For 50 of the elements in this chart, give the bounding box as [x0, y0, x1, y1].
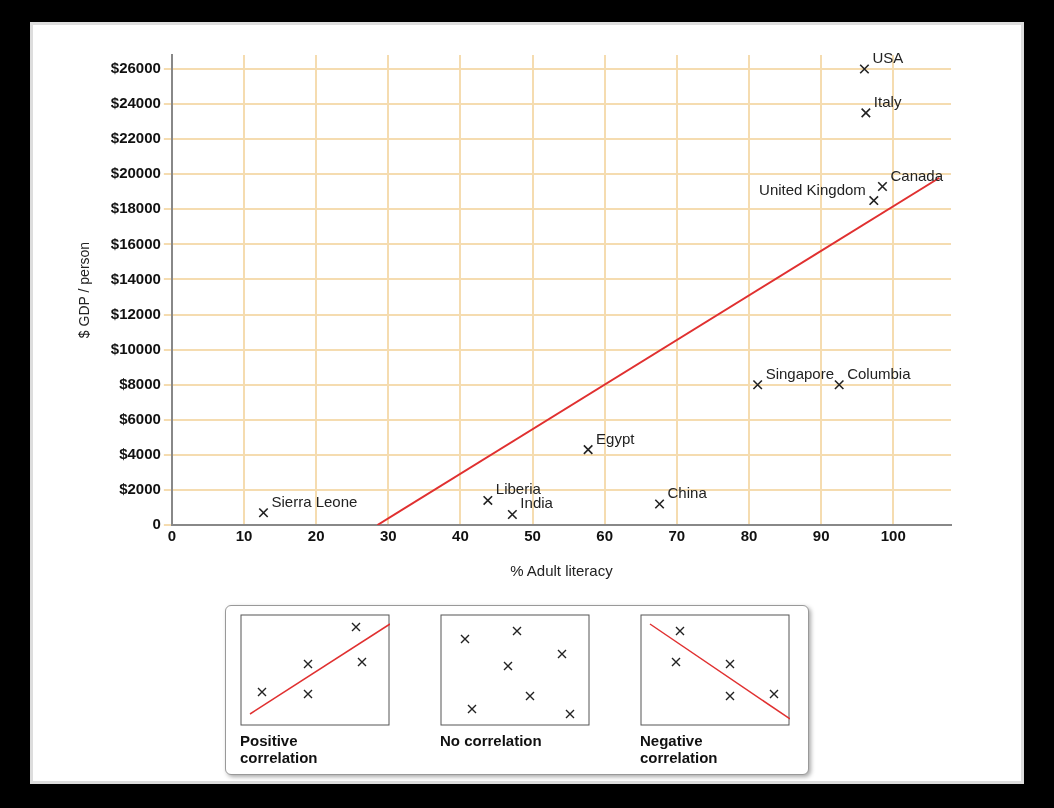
- text: Positive correlation: [240, 732, 319, 766]
- annotation: United Kingdom: [759, 180, 866, 198]
- x-tick-label: 60: [596, 527, 614, 545]
- point: [860, 107, 871, 118]
- x-tick-label: 50: [524, 527, 541, 545]
- y-axis-title: $ GDP / person: [76, 241, 93, 339]
- point: [834, 379, 845, 390]
- point: [868, 195, 879, 206]
- y-tick-label: $12000: [110, 304, 161, 322]
- annotation: Singapore: [765, 364, 835, 382]
- annotation: China: [667, 483, 708, 501]
- x-tick-label: 40: [452, 527, 469, 545]
- x-tick-label: 20: [307, 527, 325, 545]
- annotation: Canada: [890, 166, 944, 184]
- x-tick-label: 80: [740, 527, 758, 545]
- y-tick-label: $24000: [110, 94, 161, 112]
- text: Negative correlation: [640, 732, 719, 766]
- annotation: USA: [872, 49, 904, 67]
- point: [507, 509, 518, 520]
- point: [482, 495, 493, 506]
- y-tick-label: $22000: [110, 129, 161, 147]
- y-tick-label: $6000: [119, 409, 161, 427]
- y-tick-label: $10000: [110, 339, 161, 357]
- y-tick-label: $20000: [110, 164, 161, 182]
- point: [258, 507, 269, 518]
- y-tick-label: $8000: [119, 374, 161, 392]
- point: [654, 498, 665, 509]
- x-tick-label: 0: [167, 527, 177, 545]
- y-tick-label: $2000: [119, 480, 161, 498]
- x-tick-label: 100: [880, 527, 906, 545]
- annotation: Columbia: [847, 364, 912, 382]
- y-tick-label: $14000: [110, 269, 161, 287]
- y-tick-label: $18000: [110, 199, 161, 217]
- point: [752, 379, 763, 390]
- point: [859, 63, 870, 75]
- y-tick-label: $26000: [110, 59, 161, 77]
- x-tick-label: 10: [235, 527, 253, 545]
- x-tick-label: 70: [668, 527, 686, 545]
- annotation: Italy: [873, 92, 902, 110]
- x-axis-title: % Adult literacy: [510, 562, 614, 580]
- annotation: Sierra Leone: [271, 492, 358, 510]
- point: [583, 444, 594, 455]
- point: [877, 181, 888, 192]
- y-tick-label: $4000: [119, 444, 161, 462]
- x-tick-label: 30: [379, 527, 397, 545]
- y-tick-label: 0: [152, 515, 161, 533]
- annotation: Egypt: [596, 429, 636, 447]
- x-tick-label: 90: [812, 527, 830, 545]
- text: No correlation: [440, 732, 543, 749]
- y-tick-label: $16000: [110, 234, 161, 252]
